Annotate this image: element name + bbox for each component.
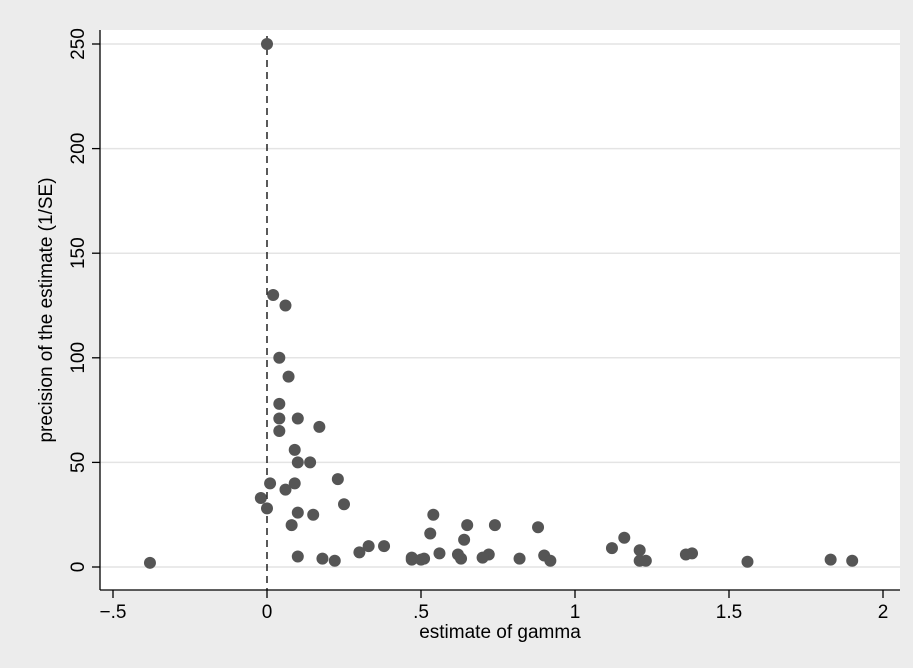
data-point [279,299,292,312]
data-point [267,289,280,302]
data-point [291,456,304,469]
data-point [264,477,277,490]
data-point [291,506,304,519]
y-tick-label: 150 [68,237,89,269]
data-point [488,519,501,532]
data-point [261,502,273,515]
data-point [461,519,474,532]
y-axis-label: precision of the estimate (1/SE) [36,177,57,442]
data-point [331,473,344,486]
data-point [316,552,329,565]
data-point [424,527,437,540]
data-point [353,546,366,559]
data-point [476,551,489,564]
tick-marks [92,43,884,598]
x-tick-label: 0 [262,602,273,623]
data-points [143,38,859,569]
data-point [338,498,350,511]
data-point [639,554,652,567]
data-point [273,397,286,410]
gridlines [100,43,900,568]
y-tick-label: 50 [68,452,89,473]
data-point [143,556,156,569]
data-point [846,554,859,567]
x-tick-label: 1 [570,602,581,623]
data-point [313,420,326,433]
data-point [307,508,320,521]
data-point [455,552,468,565]
data-point [433,547,446,560]
data-point [288,477,301,490]
data-point [282,370,295,383]
data-point [633,544,646,557]
data-point [741,555,754,568]
y-tick-label: 250 [68,28,89,60]
data-point [288,443,301,456]
data-point [544,554,557,567]
x-axis-label: estimate of gamma [419,622,581,643]
y-tick-label: 200 [68,133,89,165]
data-point [605,542,618,555]
data-point [618,531,631,544]
x-tick-label: 1.5 [716,602,742,623]
data-point [415,553,427,566]
y-tick-label: 100 [68,342,89,374]
x-tick-label: .5 [413,602,429,623]
x-tick-label: −.5 [100,602,127,623]
data-point [273,412,286,425]
plot-area [100,30,900,590]
data-point [304,456,317,469]
axes [99,30,900,591]
x-tick-label: 2 [878,602,889,623]
data-point [513,552,526,565]
data-point [378,540,391,553]
data-point [824,553,837,566]
y-tick-label: 0 [68,562,89,573]
data-point [254,491,267,504]
data-point [279,483,292,496]
data-point [686,547,699,560]
data-point [427,508,440,521]
data-point [532,521,545,534]
data-point [273,425,286,438]
data-point [273,351,286,364]
data-point [405,553,418,566]
data-point [458,533,471,546]
data-point [261,38,273,50]
data-point [328,554,341,567]
data-point [362,540,375,553]
data-point [291,550,304,563]
data-point [291,412,304,425]
data-point [285,519,298,532]
